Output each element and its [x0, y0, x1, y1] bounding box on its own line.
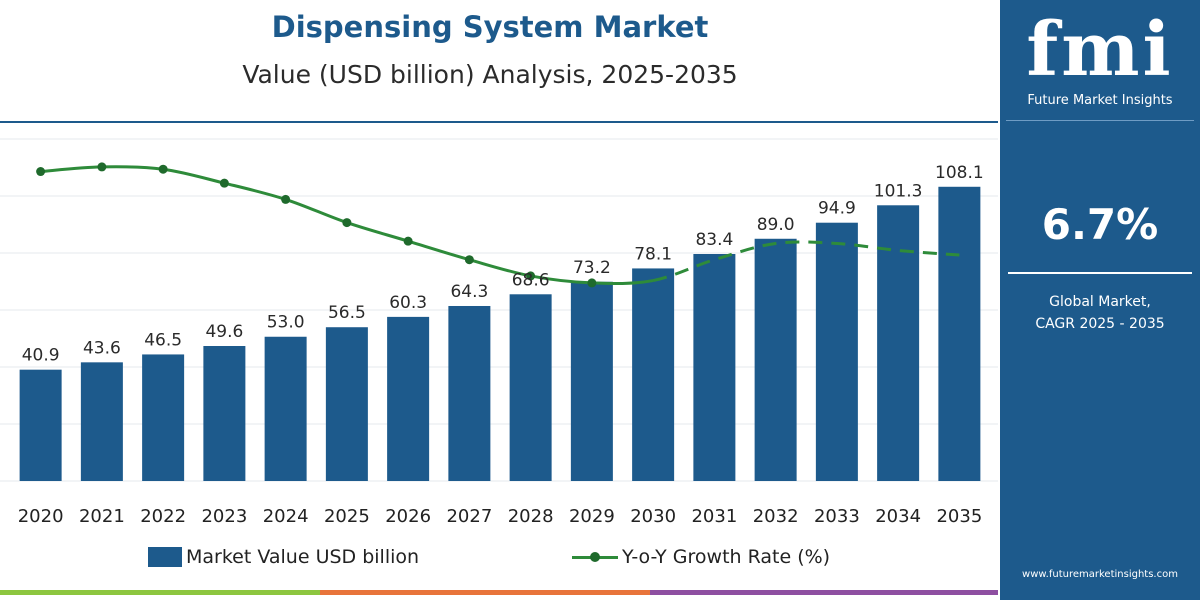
- fmi-logo: fmi: [1026, 7, 1174, 93]
- x-tick-label: 2021: [79, 506, 125, 527]
- bar-value-label: 40.9: [22, 346, 60, 366]
- bar-layer: [19, 186, 981, 481]
- bar-value-label: 78.1: [634, 244, 672, 264]
- x-tick-label: 2030: [630, 506, 676, 527]
- growth-point: [36, 167, 46, 177]
- x-tick-label: 2027: [446, 506, 492, 527]
- legend-item-growth-rate: Y-o-Y Growth Rate (%): [572, 543, 830, 571]
- cagr-divider: [1008, 272, 1192, 274]
- fmi-logo-subtext: Future Market Insights: [1027, 93, 1173, 108]
- x-tick-label: 2022: [140, 506, 186, 527]
- footer-strip-green: [0, 590, 320, 595]
- footer-strip-purple: [650, 590, 998, 595]
- bar: [877, 205, 920, 481]
- x-tick-label: 2033: [814, 506, 860, 527]
- x-tick-label: 2023: [201, 506, 247, 527]
- x-tick-label: 2024: [263, 506, 309, 527]
- bar-value-label: 89.0: [757, 215, 795, 235]
- bar: [142, 354, 185, 481]
- bar: [754, 238, 797, 481]
- website-url: www.futuremarketinsights.com: [1022, 569, 1178, 580]
- label-layer: 40.9 2020 43.6 2021 46.5 2022 49.6 2023 53.0 2024…: [18, 163, 984, 527]
- legend-line-swatch: [572, 547, 618, 567]
- x-tick-label: 2035: [936, 506, 982, 527]
- cagr-label-line2: CAGR 2025 - 2035: [1035, 316, 1165, 332]
- chart-area: Dispensing System Market Value (USD bill…: [0, 10, 998, 595]
- bar-value-label: 43.6: [83, 338, 121, 358]
- cagr-label: Global Market, CAGR 2025 - 2035: [1000, 291, 1200, 335]
- growth-line-dashed: [652, 240, 960, 283]
- bar-value-label: 60.3: [389, 293, 427, 313]
- bar: [448, 305, 491, 481]
- bar-value-label: 56.5: [328, 303, 366, 323]
- chart-plot: 40.9 2020 43.6 2021 46.5 2022 49.6 2023 53.0 2024…: [0, 138, 998, 527]
- bar: [693, 254, 736, 481]
- bar: [264, 336, 307, 481]
- bar: [80, 362, 123, 481]
- logo-divider: [1006, 120, 1194, 121]
- bar-value-label: 64.3: [450, 282, 488, 302]
- chart-subtitle: Value (USD billion) Analysis, 2025-2035: [242, 60, 738, 89]
- bar-value-label: 101.3: [874, 181, 923, 201]
- bar-value-label: 73.2: [573, 258, 611, 278]
- x-tick-label: 2020: [18, 506, 64, 527]
- line-layer: [36, 162, 960, 288]
- legend-bar-swatch: [148, 547, 182, 567]
- growth-point: [219, 178, 229, 188]
- x-tick-label: 2031: [691, 506, 737, 527]
- bar-value-label: 49.6: [205, 322, 243, 342]
- x-tick-label: 2028: [508, 506, 554, 527]
- bar: [815, 222, 858, 481]
- bar: [938, 186, 981, 481]
- growth-point: [97, 162, 107, 172]
- legend-label-market-value: Market Value USD billion: [186, 546, 420, 568]
- bar-value-label: 83.4: [695, 230, 733, 250]
- growth-point: [464, 255, 474, 265]
- side-panel: fmi Future Market Insights 6.7% Global M…: [1000, 0, 1200, 600]
- footer-strip-orange: [320, 590, 650, 595]
- bar-value-label: 108.1: [935, 163, 984, 183]
- legend-label-growth-rate: Y-o-Y Growth Rate (%): [622, 546, 831, 568]
- growth-point: [281, 194, 291, 204]
- bar: [203, 346, 246, 481]
- bar: [570, 281, 613, 481]
- header-divider: [0, 121, 998, 123]
- growth-point: [587, 278, 597, 288]
- growth-point: [526, 271, 536, 281]
- legend-item-market-value: Market Value USD billion: [148, 543, 419, 571]
- growth-point: [403, 236, 413, 246]
- cagr-value: 6.7%: [1041, 200, 1159, 249]
- x-tick-label: 2032: [753, 506, 799, 527]
- growth-point: [158, 164, 168, 174]
- bar-value-label: 68.6: [512, 270, 550, 290]
- x-tick-label: 2034: [875, 506, 921, 527]
- cagr-label-line1: Global Market,: [1049, 294, 1151, 310]
- bar-value-label: 94.9: [818, 199, 856, 219]
- bar-value-label: 46.5: [144, 330, 182, 350]
- bar: [387, 316, 430, 481]
- chart-title: Dispensing System Market: [271, 10, 709, 44]
- growth-point: [342, 218, 352, 228]
- x-tick-label: 2025: [324, 506, 370, 527]
- bar: [19, 369, 62, 481]
- x-tick-label: 2026: [385, 506, 431, 527]
- bar: [632, 268, 675, 481]
- bar: [509, 294, 552, 481]
- bar-value-label: 53.0: [267, 313, 305, 333]
- x-tick-label: 2029: [569, 506, 615, 527]
- bar: [325, 327, 368, 481]
